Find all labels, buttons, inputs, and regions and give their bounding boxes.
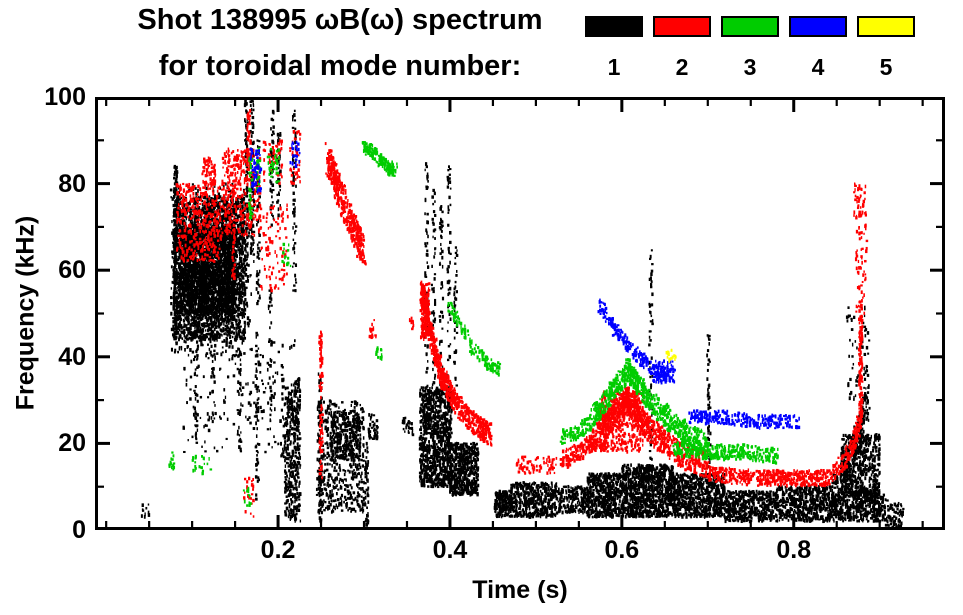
legend-label-2: 2 [675,54,689,80]
legend-label-5: 5 [879,54,893,80]
x-tick-label: 0.4 [432,536,468,564]
legend-label-4: 4 [811,54,825,80]
y-tick-label: 0 [72,516,86,544]
legend-swatch-2 [653,16,711,37]
x-tick-label: 0.2 [260,536,296,564]
y-tick-label: 80 [58,169,86,198]
y-tick-label: 100 [44,83,86,111]
y-tick-label: 40 [58,342,86,371]
y-tick-label: 60 [58,256,86,285]
chart-title-line1: Shot 138995 ωB(ω) spectrum [137,4,543,36]
x-tick-label: 0.8 [776,536,812,564]
legend-swatch-1 [585,16,643,37]
y-axis-label: Frequency (kHz) [11,215,40,411]
legend-label-3: 3 [743,54,757,80]
y-tick-label: 20 [58,429,86,458]
legend-swatch-4 [789,16,847,37]
legend-label-1: 1 [607,54,621,80]
x-tick-label: 0.6 [604,536,640,564]
legend-swatch-5 [857,16,915,37]
legend-swatch-3 [721,16,779,37]
spectrogram-plot [95,97,945,530]
x-axis-label: Time (s) [472,576,568,604]
chart-title-line2: for toroidal mode number: [158,50,522,82]
